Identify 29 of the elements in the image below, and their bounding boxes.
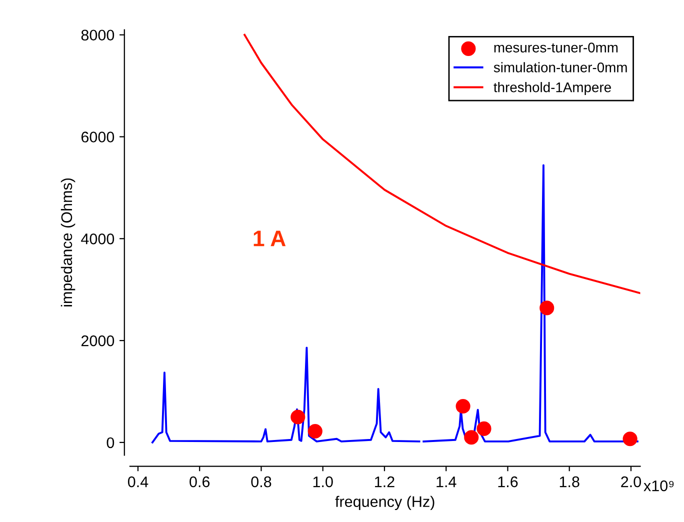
x-tick-label: 1.4 — [436, 476, 456, 488]
y-tick-label: 4000 — [81, 234, 114, 244]
point — [540, 300, 554, 316]
legend-label: simulation-tuner-0mm — [494, 62, 627, 72]
x-tick-label: 0.8 — [251, 476, 272, 488]
x-tick-label: 1.0 — [313, 476, 333, 488]
legend-label: threshold-1Ampere — [494, 82, 611, 95]
text: x10⁹ — [644, 480, 674, 492]
y-tick-label: 0 — [106, 437, 114, 448]
x-tick-label: 0.4 — [128, 476, 148, 488]
x-tick-label: 2.0 — [621, 476, 642, 488]
annotation: 1 A — [254, 230, 286, 246]
x-tick-label: 1.8 — [560, 476, 580, 488]
point — [308, 424, 322, 439]
point — [290, 410, 306, 424]
x-tick-label: 0.6 — [190, 476, 210, 488]
x-tick-label: 1.2 — [375, 476, 394, 488]
y-axis-title: impedance (Ohms) — [60, 178, 76, 306]
y-tick-label: 2000 — [81, 335, 114, 346]
x-axis-title: frequency (Hz) — [335, 496, 434, 510]
point — [464, 430, 479, 445]
y-tick-label: 6000 — [81, 132, 114, 142]
x-tick-label: 1.6 — [498, 476, 518, 488]
line-series — [244, 34, 640, 294]
point — [622, 432, 638, 446]
point — [476, 421, 492, 436]
point — [456, 398, 470, 414]
legend-label: mesures-tuner-0mm — [494, 42, 618, 52]
y-tick-label: 8000 — [81, 30, 114, 41]
